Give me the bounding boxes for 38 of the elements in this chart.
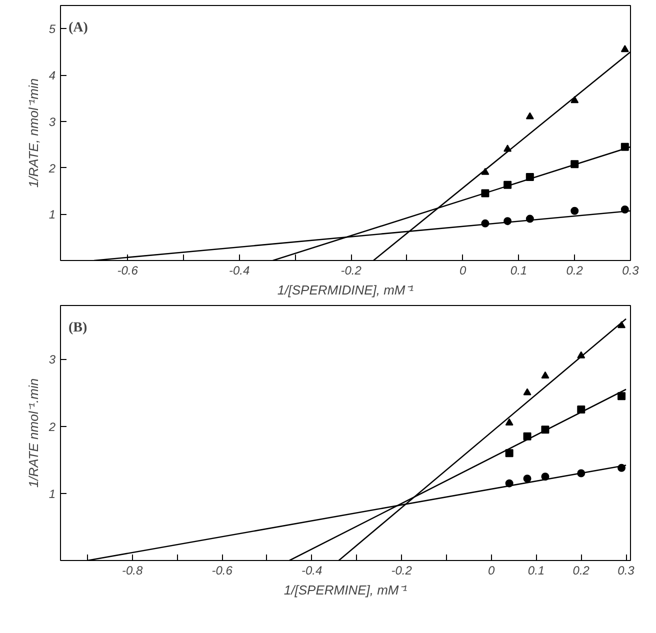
y-tick-label: 1 <box>48 486 56 501</box>
point <box>523 388 532 396</box>
y-tick-label: 2 <box>48 161 56 176</box>
x-tick-label: 0 <box>488 564 496 578</box>
x-tick-label: 0.3 <box>618 564 635 578</box>
x-tick-label: 0.1 <box>528 564 545 578</box>
point <box>570 206 579 215</box>
point <box>541 371 550 378</box>
x-tick-label: -0.6 <box>117 264 138 278</box>
x-tick-label: -0.2 <box>391 564 412 578</box>
y-tick-label: 4 <box>48 68 56 83</box>
y-tick-label: 3 <box>48 114 56 129</box>
point <box>526 112 534 120</box>
x-tick-label: -0.4 <box>302 564 323 578</box>
x-tick-label: 0.1 <box>510 264 528 278</box>
point <box>620 45 629 52</box>
text: (A) <box>68 20 88 36</box>
y-tick-label: 3 <box>48 352 56 367</box>
point <box>505 449 514 458</box>
y-tick-label: 5 <box>48 22 56 36</box>
x-tick-label: 0.2 <box>572 564 590 578</box>
y-tick-label: 1 <box>48 208 56 222</box>
x-tick-label: -0.4 <box>228 264 250 278</box>
x-tick-label: -0.6 <box>212 564 233 578</box>
x-tick-label: 0.2 <box>566 264 584 278</box>
x-axis-title: 1/[SPERMINE], mM⁻¹ <box>284 582 408 598</box>
y-axis-title: 1/RATE nmol⁻¹.min <box>26 378 41 488</box>
x-tick-label: -0.8 <box>122 564 143 578</box>
x-axis-title: 1/[SPERMIDINE], mM⁻¹ <box>277 282 414 298</box>
point <box>618 392 626 400</box>
point <box>505 418 514 426</box>
text: (B) <box>68 320 88 336</box>
y-axis-title: 1/RATE, nmol⁻¹min <box>26 78 41 188</box>
y-tick-label: 2 <box>48 420 56 434</box>
point <box>523 474 532 483</box>
x-tick-label: -0.2 <box>340 264 362 278</box>
x-tick-label: 0 <box>460 264 467 278</box>
x-tick-label: 0.3 <box>622 264 640 278</box>
